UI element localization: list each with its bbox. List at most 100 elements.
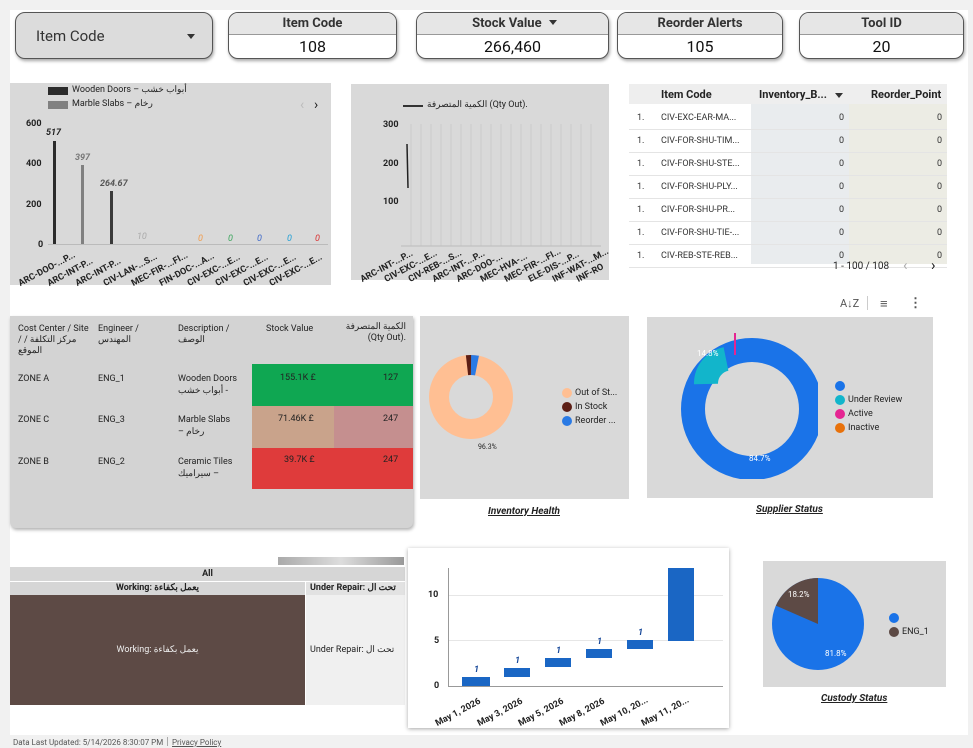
header-qty-out[interactable]: الكمية المتصرفة (Qty Out). [345,322,406,343]
y-tick: 200 [26,200,42,210]
cell-item-code: CIV-REB-STE-REB... [661,251,738,261]
header-cost-center[interactable]: Cost Center / Site / مركز التكلفة / المو… [18,324,89,356]
filter-icon[interactable]: ≡ [880,297,888,312]
cell-inventory: 0 [839,136,845,146]
data-label: 0 [228,234,233,244]
data-label: 0 [257,234,262,244]
slice-under-review[interactable] [681,338,818,479]
cell-inventory: 0 [839,159,845,169]
x-axis [448,686,723,687]
scorecard-value: 108 [299,37,326,56]
legend-next-icon[interactable]: › [314,97,319,113]
slice-reorder[interactable] [470,355,479,376]
cell-inventory: 0 [839,182,845,192]
slice-eng-1[interactable] [775,578,818,624]
header-description[interactable]: Description / الوصف [178,324,230,345]
table-row[interactable]: 1. CIV-FOR-SHU-TIM... 0 0 [629,130,947,153]
waterfall-total-bar[interactable] [668,568,694,641]
legend-dot [562,416,572,426]
header-reorder-point[interactable]: Reorder_Point [871,88,942,101]
cell-zone: ZONE C [18,415,50,425]
y-tick: 300 [383,120,399,130]
waterfall-bar[interactable] [545,658,571,667]
table-row[interactable]: 1. CIV-EXC-EAR-MA... 0 0 [629,107,947,130]
privacy-policy-link[interactable]: Privacy Policy [172,738,222,747]
data-label: 517 [46,128,62,138]
custody-status-pie[interactable] [771,577,865,671]
inventory-table: Item Code Inventory_B... Reorder_Point 1… [629,84,947,277]
page-next-icon[interactable]: › [931,256,936,274]
slice-inactive[interactable] [734,333,736,355]
bar[interactable] [81,165,84,244]
pagination-label: 1 - 100 / 108 [833,261,890,272]
more-vert-icon[interactable]: ⋮ [909,296,922,311]
legend-dot [889,627,899,637]
table-row[interactable]: 1. CIV-FOR-SHU-STE... 0 0 [629,153,947,176]
treemap-cell-under-repair[interactable]: Under Repair: تحت ال [306,595,405,705]
header-engineer[interactable]: Engineer / المهندس [98,324,139,345]
treemap-col-under-repair[interactable]: Under Repair: تحت ال [306,582,405,595]
page-prev-icon[interactable]: ‹ [903,256,908,274]
data-label: 1 [556,646,562,656]
heat-cell [334,448,413,489]
data-label: 1 [515,656,521,666]
supplier-status-donut[interactable] [676,329,818,479]
treemap-cell-working[interactable]: Working: يعمل بكفاءة [10,595,305,705]
row-index: 1. [637,159,645,169]
treemap-root-header[interactable]: All [10,567,405,581]
y-tick: 600 [26,119,42,129]
inventory-health-donut[interactable] [428,354,514,440]
data-label: 0 [287,234,292,244]
chevron-down-icon [187,34,195,39]
y-tick: 400 [26,159,42,169]
bar[interactable] [110,191,113,244]
treemap-col-working[interactable]: Working: يعمل بكفاءة [10,582,305,595]
cell-desc: Ceramic Tiles [178,457,233,467]
legend-dot [835,423,845,433]
pivot-table-panel: Cost Center / Site / مركز التكلفة / المو… [10,316,413,528]
waterfall-bar[interactable] [504,668,530,677]
waterfall-bar[interactable] [462,677,490,686]
y-tick: 100 [383,197,399,207]
table-row[interactable]: 1. CIV-FOR-SHU-TIE-... 0 0 [629,222,947,245]
cell-engineer: ENG_3 [98,415,125,425]
slice-active[interactable] [694,347,730,385]
slice-label: 14.8% [697,349,719,358]
table-row[interactable]: 1. CIV-FOR-SHU-PLY... 0 0 [629,176,947,199]
table-row[interactable]: 1. CIV-REB-STE-REB... 0 0 [629,245,947,268]
header-stock-value[interactable]: Stock Value [266,324,314,334]
cell-qty: 247 [383,414,399,424]
header-inventory-balance[interactable]: Inventory_B... [759,88,827,101]
item-code-filter[interactable]: Item Code [15,12,213,59]
custody-status-panel: 18.2% 81.8% ENG_1 [763,561,946,687]
sort-caret-icon[interactable] [548,20,557,25]
legend-dot [835,381,845,391]
legend-label-wooden-doors: Wooden Doors – أبواب خشب [72,85,187,95]
cell-item-code: CIV-FOR-SHU-TIE-... [661,228,740,238]
filter-label: Item Code [36,27,105,45]
waterfall-bar[interactable] [586,649,612,658]
y-tick: 5 [434,636,440,646]
scorecard-item-code: Item Code 108 [228,12,397,59]
slice-label: 18.2% [788,590,810,599]
legend-prev-icon[interactable]: ‹ [300,97,305,113]
data-label: 0 [198,234,203,244]
qty-out-line[interactable] [406,143,409,189]
waterfall-bar[interactable] [627,640,653,649]
cell-desc-ar: سيراميك – [178,469,219,479]
cell-reorder-point: 0 [937,136,943,146]
table-row[interactable]: 1. CIV-FOR-SHU-PR... 0 0 [629,199,947,222]
row-index: 1. [637,182,645,192]
legend-dot [889,613,899,623]
scorecard-label: Reorder Alerts [618,13,782,35]
waterfall-panel: 10 5 0 1 1 1 1 1 May 1, 2026 May 3, 2026… [408,548,729,729]
data-label: 1 [474,665,480,675]
gridline [449,640,723,641]
header-item-code[interactable]: Item Code [661,88,712,101]
sort-az-icon[interactable]: A↓Z [840,297,860,310]
sort-desc-icon[interactable] [835,93,843,98]
heat-cell [252,448,334,489]
cell-stock-value: 71.46K £ [278,414,314,424]
bar[interactable] [53,141,56,244]
custody-status-title: Custody Status [821,693,888,704]
